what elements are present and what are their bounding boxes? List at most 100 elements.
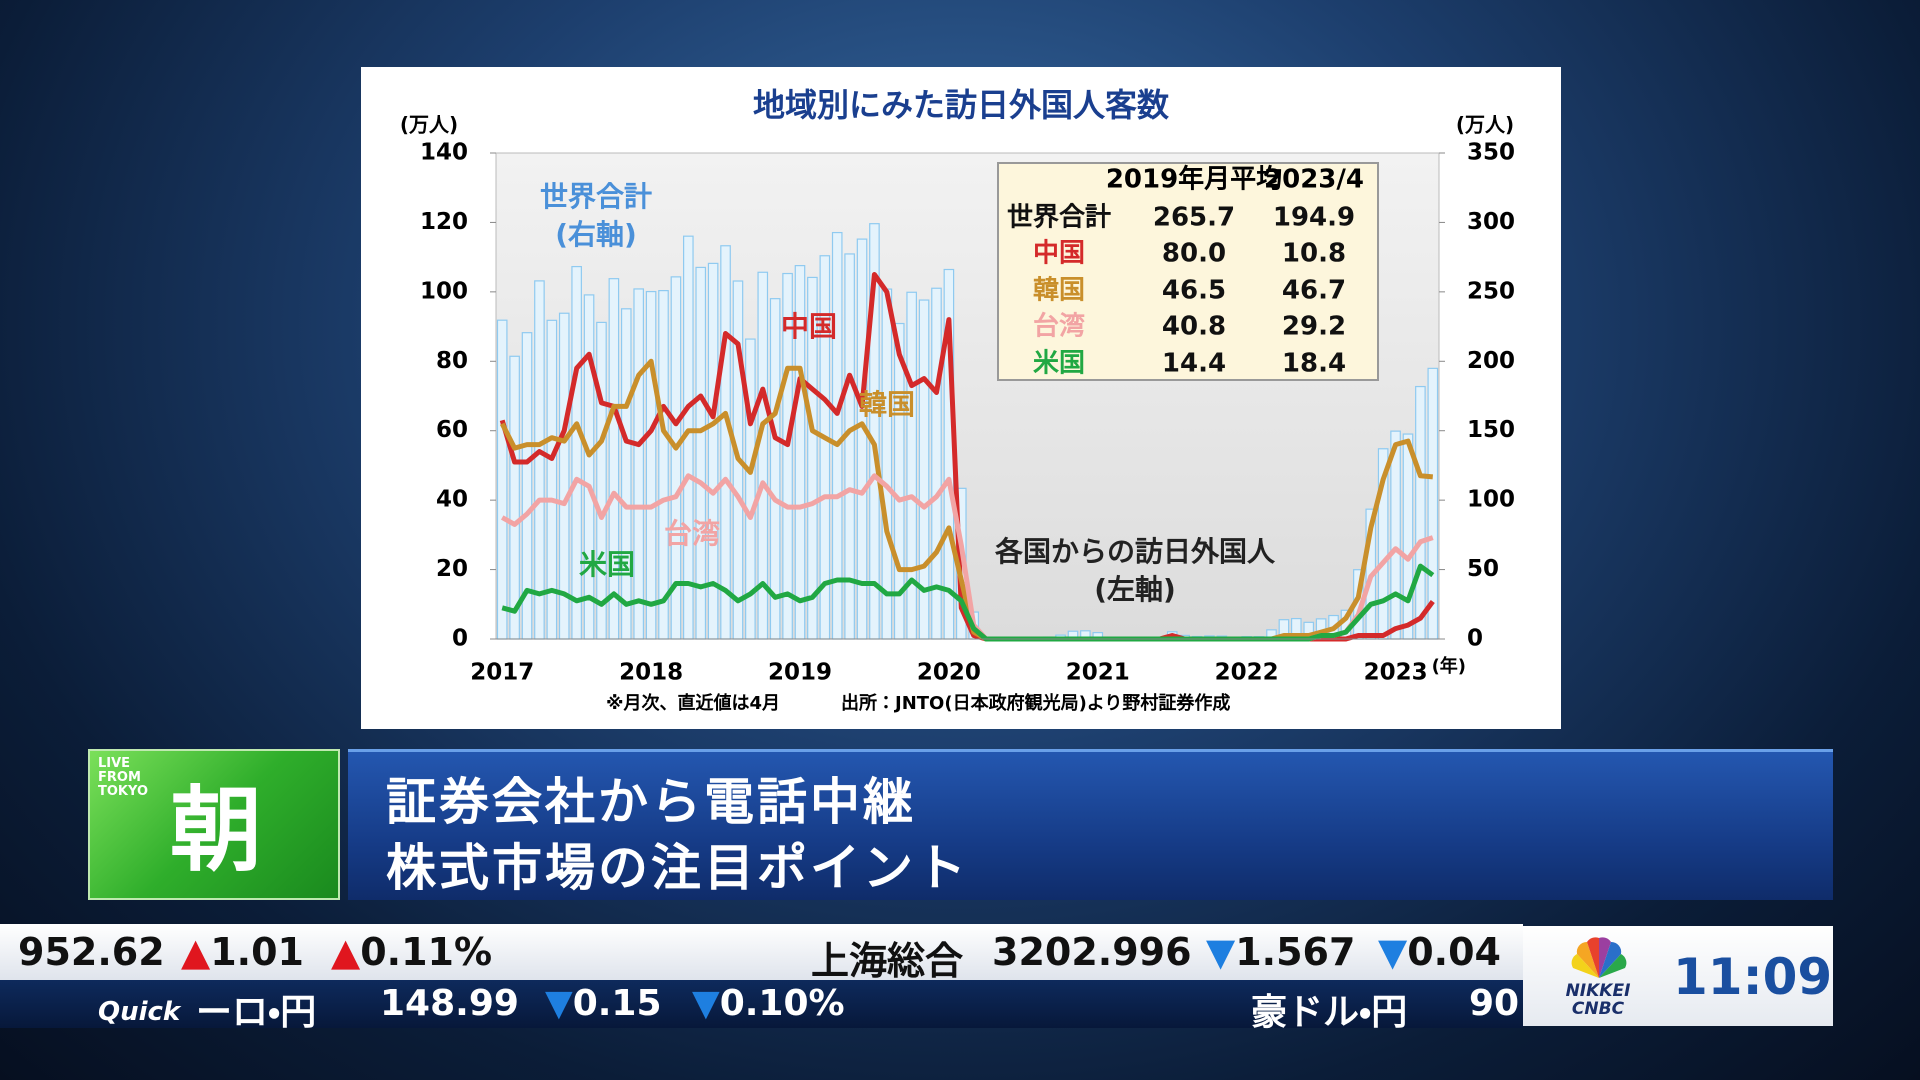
ticker-text: 0.11% <box>360 930 493 974</box>
program-name: 朝 <box>169 777 262 884</box>
ticker-item: 3202.996 <box>992 930 1192 974</box>
x-tick-label: 2023 <box>1364 660 1428 686</box>
program-badge: LIVE FROM TOKYO 朝 <box>88 749 340 900</box>
logo-icon <box>1571 937 1627 978</box>
change-arrow: ▲ <box>331 930 361 974</box>
ticker-text: 1.567 <box>1235 930 1356 974</box>
x-tick-label: 2019 <box>768 660 832 686</box>
bar <box>571 265 582 640</box>
table-box <box>997 162 1379 381</box>
series-label: 台湾 <box>664 517 720 550</box>
bar <box>1427 367 1439 640</box>
bar <box>583 294 595 640</box>
ticker-text: Quick <box>98 997 181 1027</box>
y-tick-label: 120 <box>420 209 468 235</box>
bar <box>534 280 545 640</box>
bar <box>496 319 508 640</box>
bar <box>695 266 707 640</box>
y-tick-label: 40 <box>436 487 468 513</box>
ticker-item: Quick <box>98 988 180 1029</box>
ticker-item: ▼0.04 <box>1378 930 1501 974</box>
bar <box>509 355 520 640</box>
table-cell: 10.8 <box>1282 239 1346 269</box>
ticker-text: 90 <box>1469 983 1520 1024</box>
series-label: 中国 <box>781 310 837 343</box>
table-cell: 80.0 <box>1162 239 1226 269</box>
bar <box>658 290 669 640</box>
logo-box: NIKKEI CNBC 11:09 <box>1523 926 1833 1026</box>
bar <box>558 312 570 640</box>
clock: 11:09 <box>1673 948 1833 1006</box>
y-tick-label: 0 <box>452 626 468 652</box>
ticker-text: 0.04 <box>1407 930 1501 974</box>
change-arrow: ▲ <box>181 930 211 974</box>
headline-bar: 証券会社から電話中継 株式市場の注目ポイント <box>348 749 1833 900</box>
series-label: 世界合計 <box>540 180 652 213</box>
y2-tick-label: 250 <box>1467 278 1515 304</box>
x-axis-unit: (年) <box>1432 655 1466 677</box>
table-cell: 韓国 <box>1033 276 1085 306</box>
y-axis-unit: (万人) <box>400 113 458 137</box>
bar <box>596 321 607 640</box>
y2-tick-label: 200 <box>1467 348 1515 374</box>
y-tick-label: 20 <box>436 556 468 582</box>
bar <box>1415 385 1426 640</box>
table-cell: 29.2 <box>1282 312 1346 342</box>
y2-tick-label: 100 <box>1467 487 1515 513</box>
table-cell: 18.4 <box>1282 349 1346 379</box>
table-cell: 265.7 <box>1153 203 1235 233</box>
table-cell: 46.7 <box>1282 276 1346 306</box>
change-arrow: ▼ <box>1378 930 1408 974</box>
y2-tick-label: 300 <box>1467 209 1515 235</box>
table-cell: 40.8 <box>1162 312 1226 342</box>
y2-tick-label: 0 <box>1467 626 1483 652</box>
ticker-item: 豪ドル・円 <box>1251 983 1407 1035</box>
table-cell: 中国 <box>1033 239 1085 269</box>
ticker-item: ▲1.01 <box>181 930 304 974</box>
series-label: 韓国 <box>859 388 915 421</box>
headline-line: 株式市場の注目ポイント <box>386 839 969 897</box>
ticker-item: ーロ・円 <box>196 983 316 1035</box>
y-tick-label: 80 <box>436 348 468 374</box>
ticker-text: 豪ドル・円 <box>1251 992 1408 1033</box>
bar <box>720 245 731 640</box>
table-header: 2019年月平均 <box>1106 164 1282 195</box>
table-cell: 米国 <box>1033 349 1085 379</box>
table-cell: 台湾 <box>1033 311 1085 342</box>
change-arrow: ▼ <box>545 983 573 1024</box>
ticker-text: 上海総合 <box>811 939 964 983</box>
ticker-row: 952.62 ▲1.01 ▲0.11% 上海総合 3202.996 ▼1.567 ▼0.04 <box>0 924 1523 983</box>
change-arrow: ▼ <box>692 983 720 1024</box>
ticker-text: ーロ・円 <box>196 992 317 1033</box>
live-label: LIVE FROM TOKYO <box>98 756 148 799</box>
y2-axis-unit: (万人) <box>1456 113 1514 137</box>
bar <box>620 308 632 640</box>
chart: 地域別にみた訪日外国人客数 (万人) (万人) ※月次、直近値は4月 出所：JN… <box>400 86 1515 714</box>
ticker-item: 90 <box>1469 983 1519 1024</box>
ticker-item: ▼0.15 <box>545 983 662 1024</box>
logo-text: NIKKEI CNBC <box>1565 981 1631 1019</box>
ticker-item: 148.99 <box>380 983 519 1024</box>
note: ※月次、直近値は4月 <box>606 692 780 714</box>
y2-tick-label: 350 <box>1467 140 1515 166</box>
ticker-text: 3202.996 <box>992 930 1192 974</box>
ticker-item: ▼1.567 <box>1206 930 1355 974</box>
series-label: 米国 <box>579 548 635 581</box>
chart-panel: 地域別にみた訪日外国人客数 (万人) (万人) ※月次、直近値は4月 出所：JN… <box>361 67 1561 729</box>
bar <box>881 288 893 640</box>
ticker-item: 上海総合 <box>811 930 963 985</box>
ticker-row: Quick ーロ・円 148.99 ▼0.15 ▼0.10% 豪ドル・円 90 <box>0 980 1523 1033</box>
bar <box>1402 433 1414 640</box>
table-cell: 194.9 <box>1273 203 1355 233</box>
source: 出所：JNTO(日本政府観光局)より野村証券作成 <box>841 692 1230 714</box>
x-tick-label: 2020 <box>917 660 981 686</box>
ticker-item: 952.62 <box>18 930 165 974</box>
ticker-text: 148.99 <box>380 983 519 1024</box>
ticker-item: ▼0.10% <box>692 983 845 1024</box>
y-tick-label: 100 <box>420 278 468 304</box>
x-tick-label: 2021 <box>1066 660 1130 686</box>
x-tick-label: 2018 <box>619 660 683 686</box>
bar <box>1390 430 1401 640</box>
bar <box>633 288 645 640</box>
